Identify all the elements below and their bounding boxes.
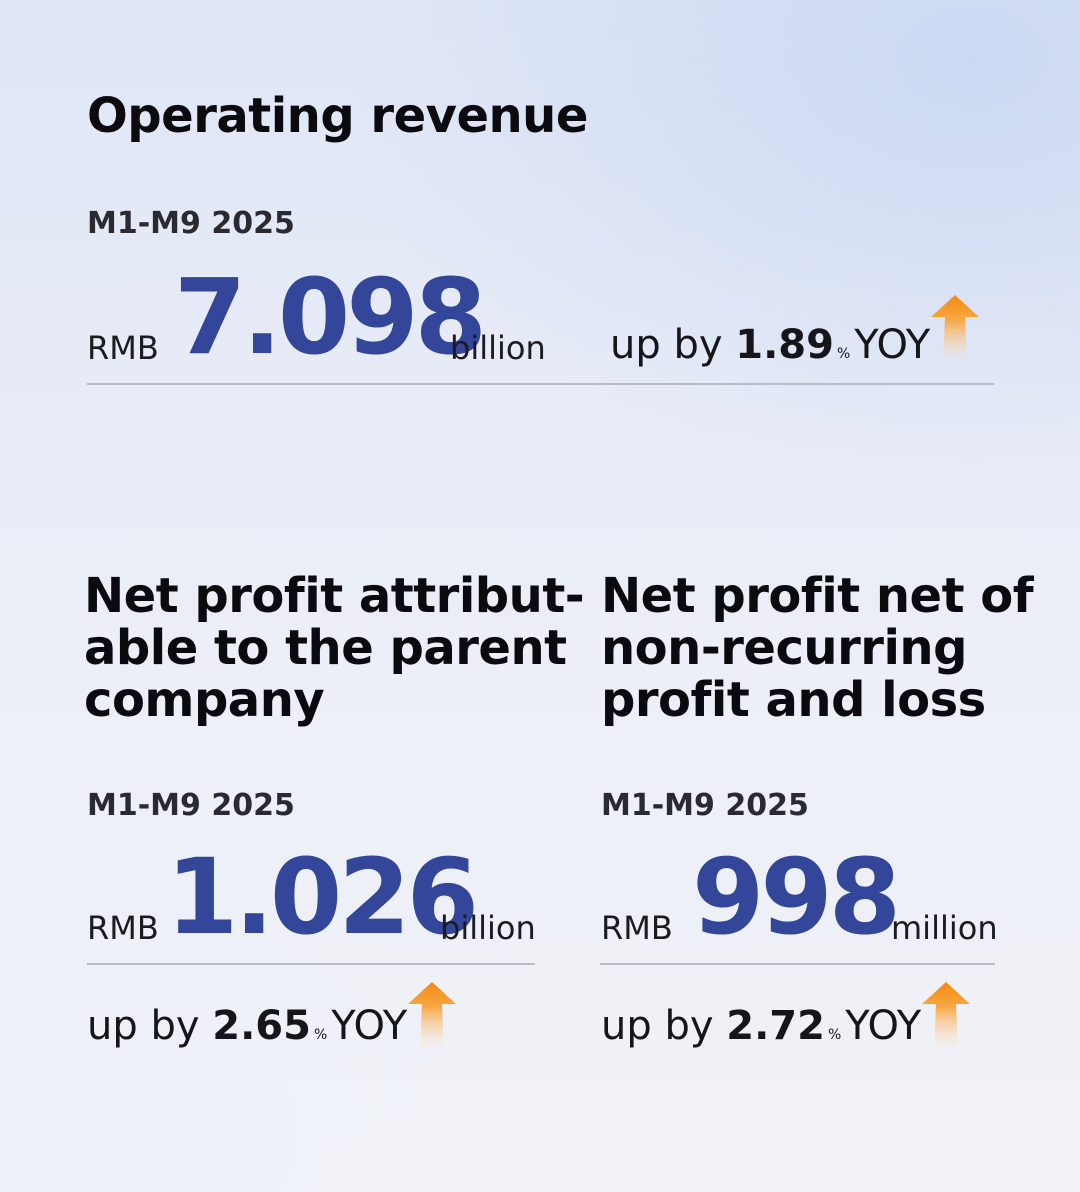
net-profit-unit: billion — [440, 909, 536, 947]
net-profit-period: M1-M9 2025 — [87, 788, 295, 823]
operating-revenue-value: 7.098 — [174, 256, 487, 378]
net-profit-nonrecurring-title: Net profit net of non-recurring profit a… — [601, 568, 1034, 728]
net-profit-yoy: up by 2.65% YOY — [87, 1003, 407, 1049]
net-profit-nonrecurring-title-line: Net profit net of — [601, 568, 1034, 624]
net-profit-nonrecurring-currency: RMB — [601, 909, 673, 947]
net-profit-nonrecurring-unit: million — [891, 909, 998, 947]
operating-revenue-yoy: up by 1.89% YOY — [610, 322, 930, 368]
net-profit-title: Net profit attribut- able to the parent … — [84, 568, 585, 728]
net-profit-title-line: company — [84, 672, 325, 728]
yoy-value: 1.89 — [735, 322, 834, 368]
up-arrow-icon — [408, 982, 456, 1052]
yoy-value: 2.72 — [726, 1003, 825, 1049]
operating-revenue-divider — [87, 383, 994, 385]
net-profit-nonrecurring-title-line: profit and loss — [601, 672, 986, 728]
yoy-percent: % — [827, 1027, 842, 1043]
operating-revenue-title: Operating revenue — [87, 88, 588, 144]
yoy-percent: % — [836, 346, 851, 362]
up-arrow-icon — [931, 295, 979, 365]
yoy-prefix: up by — [87, 1003, 200, 1049]
net-profit-nonrecurring-title-line: non-recurring — [601, 620, 967, 676]
net-profit-nonrecurring-yoy: up by 2.72% YOY — [601, 1003, 921, 1049]
yoy-prefix: up by — [610, 322, 723, 368]
net-profit-nonrecurring-value: 998 — [692, 836, 901, 958]
up-arrow-icon — [922, 982, 970, 1052]
yoy-suffix: YOY — [331, 1003, 408, 1049]
net-profit-title-line: able to the parent — [84, 620, 567, 676]
yoy-prefix: up by — [601, 1003, 714, 1049]
net-profit-divider — [87, 963, 535, 965]
yoy-suffix: YOY — [845, 1003, 922, 1049]
net-profit-currency: RMB — [87, 909, 159, 947]
net-profit-value: 1.026 — [166, 836, 479, 958]
operating-revenue-currency: RMB — [87, 329, 159, 367]
yoy-percent: % — [313, 1027, 328, 1043]
net-profit-nonrecurring-period: M1-M9 2025 — [601, 788, 809, 823]
net-profit-nonrecurring-divider — [600, 963, 995, 965]
yoy-suffix: YOY — [854, 322, 931, 368]
operating-revenue-period: M1-M9 2025 — [87, 206, 295, 241]
yoy-value: 2.65 — [212, 1003, 311, 1049]
operating-revenue-unit: billion — [450, 329, 546, 367]
net-profit-title-line: Net profit attribut- — [84, 568, 585, 624]
